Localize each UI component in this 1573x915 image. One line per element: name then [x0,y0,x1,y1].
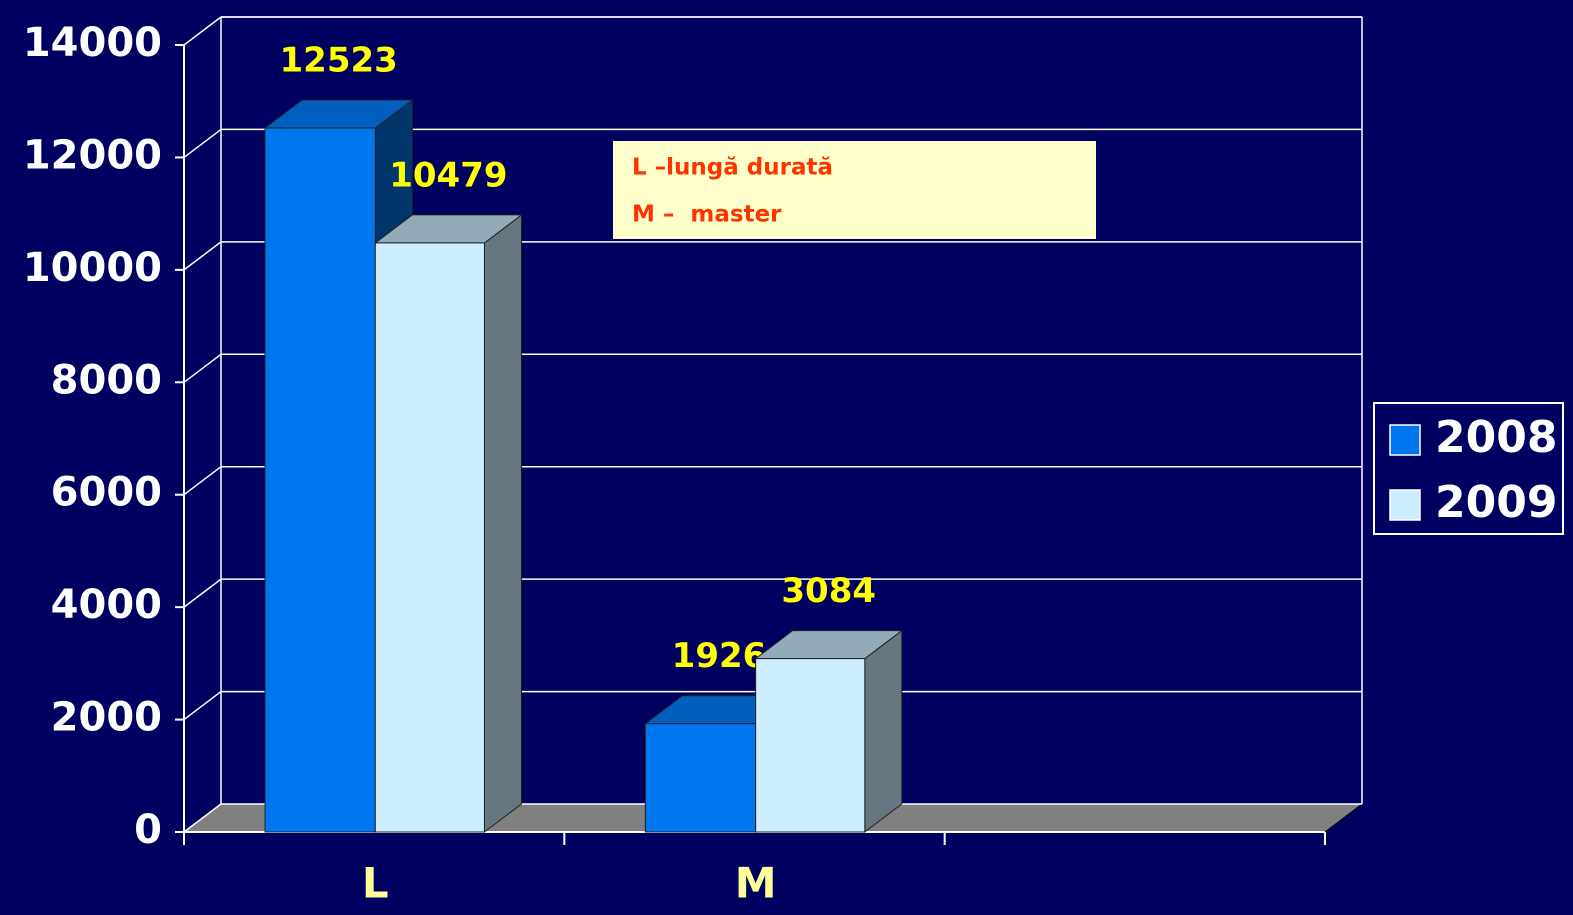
legend-label: 2009 [1435,477,1557,528]
y-tick-label: 14000 [23,20,162,66]
y-tick-label: 6000 [51,470,162,516]
grid-line [183,466,222,496]
bar-front [374,242,485,833]
x-tick-label: L [362,859,389,908]
grid-line [183,690,222,721]
y-tick-label: 10000 [23,245,162,291]
legend-label: 2008 [1435,412,1557,463]
y-tick-label: 2000 [51,695,162,741]
grid-line [183,241,222,271]
annotation: L –lungă durată [632,155,833,181]
bar-side [864,629,903,834]
legend-swatch [1389,489,1421,521]
data-label: 10479 [389,155,507,195]
bar-side [483,213,522,834]
grid-line [183,353,222,383]
y-tick-label: 4000 [51,582,162,628]
grid-line [183,803,222,833]
legend-swatch [1389,424,1421,456]
grid-line [183,128,222,159]
bar-front [755,658,866,833]
bar-front [264,127,376,833]
data-label: 1926 [672,636,767,676]
y-tick-label: 0 [134,807,162,853]
grid-line [183,578,222,608]
y-tick-label: 12000 [23,132,162,178]
annotation: M – master [632,202,782,228]
legend-box [1373,402,1564,535]
x-tick-label: M [735,859,777,908]
annotation-box [613,141,1096,239]
data-label: 12523 [280,41,398,81]
bar [754,629,904,834]
data-label: 3084 [781,571,876,611]
bar-front [644,723,757,833]
y-tick-label: 8000 [51,357,162,403]
bar [373,213,523,834]
grid-line [183,16,222,46]
